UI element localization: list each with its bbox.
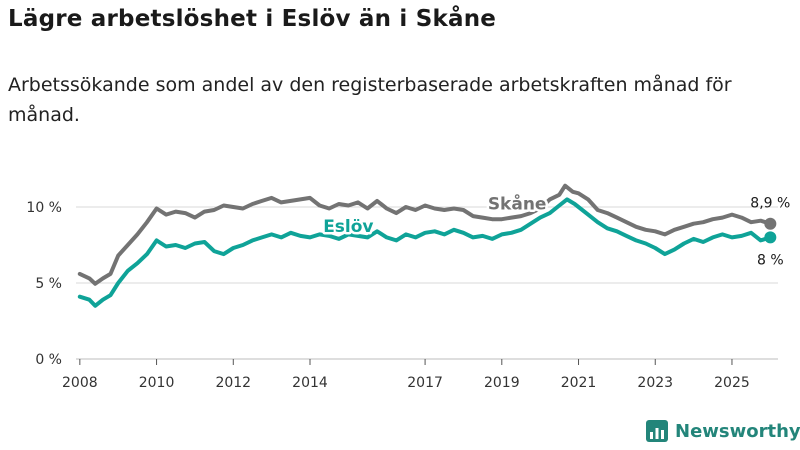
x-tick-label: 2025 — [714, 375, 750, 391]
end-value-label-eslov: 8 % — [757, 252, 784, 268]
series-line-eslöv — [77, 197, 773, 308]
series-label-skåne: Skåne — [488, 192, 547, 214]
x-tick-label: 2010 — [139, 375, 175, 391]
y-tick-label: 5 % — [35, 276, 62, 292]
newsworthy-logo: Newsworthy — [646, 420, 800, 442]
x-tick-label: 2021 — [561, 375, 597, 391]
chart-title: Lägre arbetslöshet i Eslöv än i Skåne — [8, 6, 497, 32]
y-tick-label: 10 % — [26, 200, 62, 216]
x-tick-label: 2012 — [215, 375, 251, 391]
bar-chart-logo-icon — [646, 420, 668, 442]
chart-subtitle: Arbetssökande som andel av den registerb… — [8, 74, 732, 126]
series-label-eslöv: Eslöv — [323, 217, 373, 237]
x-tick-label: 2023 — [637, 375, 673, 391]
series-line-skåne — [77, 183, 773, 286]
brand-name: Newsworthy — [675, 420, 800, 442]
x-tick-label: 2008 — [62, 375, 98, 391]
series-end-point — [764, 231, 777, 244]
series-end-point — [764, 217, 777, 230]
x-tick-label: 2014 — [292, 375, 328, 391]
x-tick-label: 2017 — [407, 375, 443, 391]
y-tick-label: 0 % — [35, 352, 62, 368]
end-value-label-skane: 8,9 % — [750, 196, 790, 212]
x-tick-label: 2019 — [484, 375, 520, 391]
